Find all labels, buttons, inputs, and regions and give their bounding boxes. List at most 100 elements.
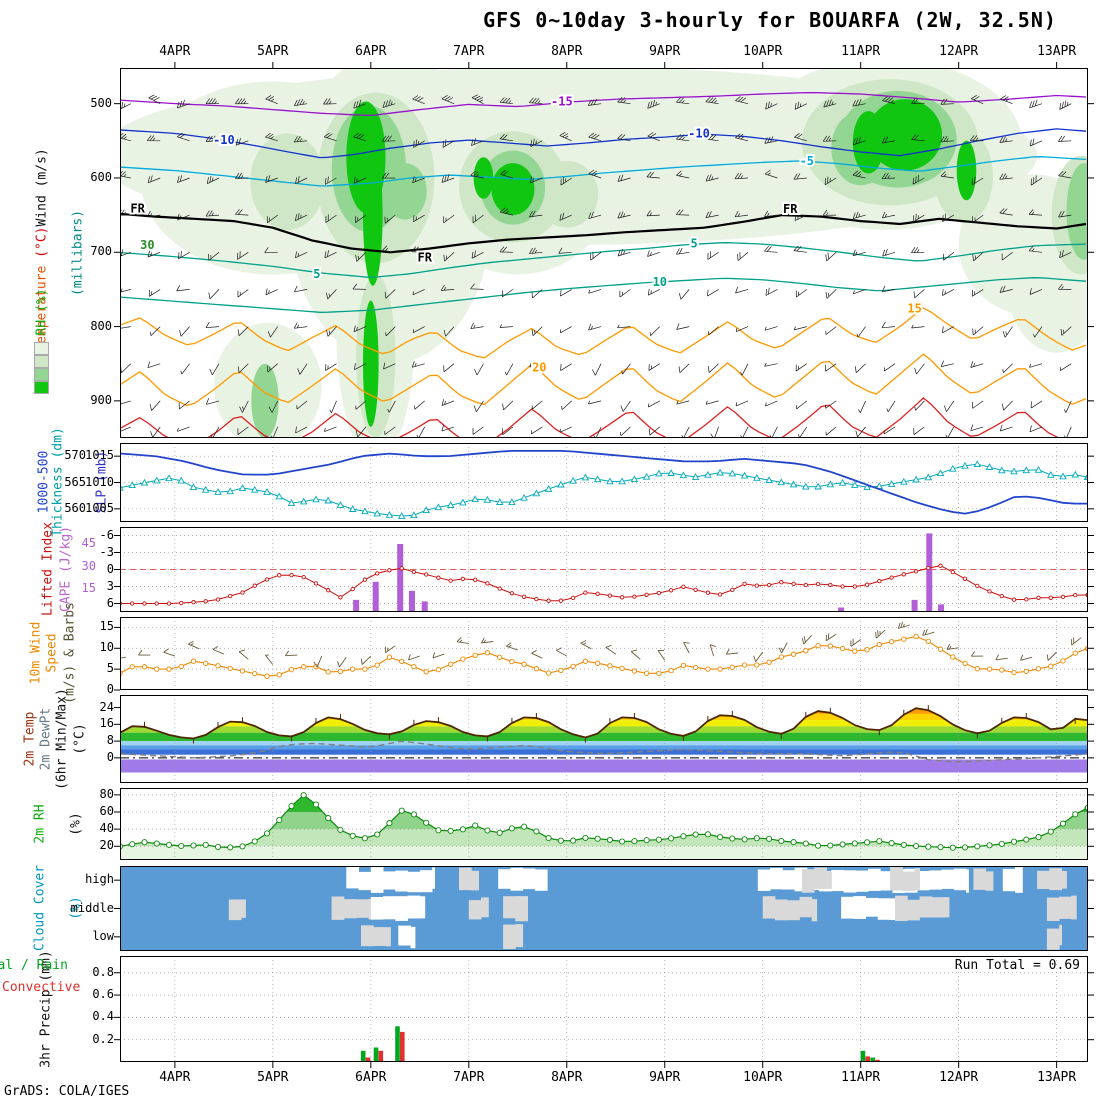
- svg-text:15: 15: [907, 302, 921, 316]
- y-tick-label: 0.6: [92, 987, 114, 1002]
- date-label-top: 10APR: [743, 44, 783, 59]
- svg-text:20: 20: [532, 360, 546, 374]
- y-tick-label: 40: [99, 821, 114, 836]
- date-label-bottom: 8APR: [551, 1070, 583, 1085]
- y-tick-label: 8: [106, 733, 114, 748]
- axis-title: 10m Wind: [29, 622, 44, 685]
- date-label-top: 12APR: [939, 44, 979, 59]
- date-label-bottom: 13APR: [1037, 1070, 1077, 1085]
- y-tick-label: 16: [99, 716, 114, 731]
- rh-colorbar-cell: [34, 368, 49, 381]
- rh-colorbar-cell: [34, 355, 49, 368]
- svg-text:FR: FR: [783, 202, 798, 216]
- date-label-top: 13APR: [1037, 44, 1077, 59]
- rh-colorbar-cell: [34, 342, 49, 355]
- y-tick-label: 45: [81, 536, 96, 550]
- axis-title: Cloud Cover: [33, 865, 48, 951]
- axis-title-part: 2m DewPt: [38, 707, 54, 771]
- date-label-bottom: 9APR: [649, 1070, 681, 1085]
- panel-slp-thickness: [120, 443, 1088, 522]
- axis-title: 2m RH: [33, 804, 48, 843]
- contour-labels: -15 -10 -10 -5 5 5 10 15 20 FR FR FR 30: [128, 92, 923, 376]
- y-tick-label: 1005: [85, 500, 114, 515]
- cloud-patches: [228, 867, 1077, 950]
- page-title: GFS 0~10day 3-hourly for BOUARFA (2W, 32…: [483, 8, 1057, 32]
- wind-speed-line: [120, 633, 1088, 679]
- date-label-top: 11APR: [841, 44, 881, 59]
- date-label-bottom: 12APR: [939, 1070, 979, 1085]
- y-tick-label: 60: [99, 804, 114, 818]
- temperature-line: [120, 707, 1088, 740]
- freezing-level-line: [120, 212, 1087, 254]
- y-tick-label: 0: [106, 561, 114, 576]
- svg-text:FR: FR: [130, 201, 145, 215]
- y-tick-label: 15: [99, 619, 114, 634]
- y-tick-label: 1010: [85, 474, 114, 489]
- axis-title-part: 10m Wind: [28, 621, 44, 685]
- panel-2m-temp-dewpoint: [120, 695, 1088, 783]
- y-tick-label: 80: [99, 786, 114, 801]
- precip-legend-convective: Convective: [2, 980, 81, 995]
- svg-text:-10: -10: [213, 133, 235, 147]
- axis-title-part: Cloud Cover: [32, 864, 48, 952]
- slp-line: [120, 460, 1088, 519]
- svg-text:-5: -5: [800, 154, 814, 168]
- y-tick-label: 565: [64, 474, 86, 489]
- y-tick-label: 0.2: [92, 1031, 114, 1046]
- rh-shading: [120, 68, 1088, 438]
- panel-pressure-level-cross-section: -15 -10 -10 -5 5 5 10 15 20 FR FR FR 30: [120, 68, 1088, 438]
- axis-title-part: 2m Temp: [22, 711, 38, 767]
- y-tick-label: 5: [106, 661, 114, 676]
- panel-cloud-cover: [120, 866, 1088, 951]
- rh-line: [120, 792, 1088, 851]
- panel-lifted-index-cape: [120, 527, 1088, 612]
- upper-wind-barbs: [120, 94, 1072, 438]
- axis-title-part: (°C): [34, 226, 50, 258]
- surface-wind-barbs: [120, 621, 1082, 668]
- cape-bars: [353, 533, 945, 612]
- y-tick-label: 30: [81, 558, 96, 573]
- svg-text:-10: -10: [688, 126, 710, 140]
- date-label-top: 4APR: [159, 44, 191, 59]
- date-label-bottom: 11APR: [841, 1070, 881, 1085]
- panel-precip: [120, 956, 1088, 1062]
- lifted-index-line: [120, 563, 1088, 606]
- date-label-top: 7APR: [453, 44, 485, 59]
- y-tick-label: 24: [99, 699, 114, 714]
- y-tick-label: 600: [90, 169, 112, 184]
- y-tick-label: 500: [90, 95, 112, 110]
- svg-text:5: 5: [690, 236, 697, 250]
- date-label-bottom: 6APR: [355, 1070, 387, 1085]
- y-tick-label: middle: [70, 900, 114, 915]
- panel-2m-rh: [120, 788, 1088, 860]
- date-label-top: 6APR: [355, 44, 387, 59]
- y-tick-label: high: [85, 872, 114, 887]
- temperature-contours: [120, 91, 1087, 438]
- y-tick-label: 570: [64, 448, 86, 463]
- date-label-top: 8APR: [551, 44, 583, 59]
- date-label-top: 5APR: [257, 44, 289, 59]
- y-tick-label: 700: [90, 244, 112, 259]
- date-label-bottom: 4APR: [159, 1070, 191, 1085]
- date-label-top: 9APR: [649, 44, 681, 59]
- dewpoint-line: [120, 740, 1088, 763]
- y-tick-label: 1015: [85, 448, 114, 463]
- grads-credit: GrADS: COLA/IGES: [4, 1084, 130, 1099]
- date-label-bottom: 7APR: [453, 1070, 485, 1085]
- axis-title: 2m DewPt: [39, 708, 54, 771]
- y-tick-label: -3: [99, 544, 114, 559]
- rh-colorbar-cell: [34, 381, 49, 394]
- y-tick-label: 6: [106, 595, 114, 610]
- y-tick-label: 800: [90, 318, 112, 333]
- date-label-bottom: 5APR: [257, 1070, 289, 1085]
- svg-text:10: 10: [653, 275, 667, 289]
- y-tick-label: low: [92, 928, 114, 943]
- axis-title: RH (%): [35, 289, 50, 336]
- date-label-bottom: 10APR: [743, 1070, 783, 1085]
- axis-title-part: RH (%): [34, 288, 50, 336]
- panel-10m-wind: [120, 617, 1088, 690]
- precip-bars: [360, 1026, 880, 1062]
- axis-title-part: Wind (m/s): [34, 148, 50, 227]
- y-tick-label: 0: [106, 682, 114, 696]
